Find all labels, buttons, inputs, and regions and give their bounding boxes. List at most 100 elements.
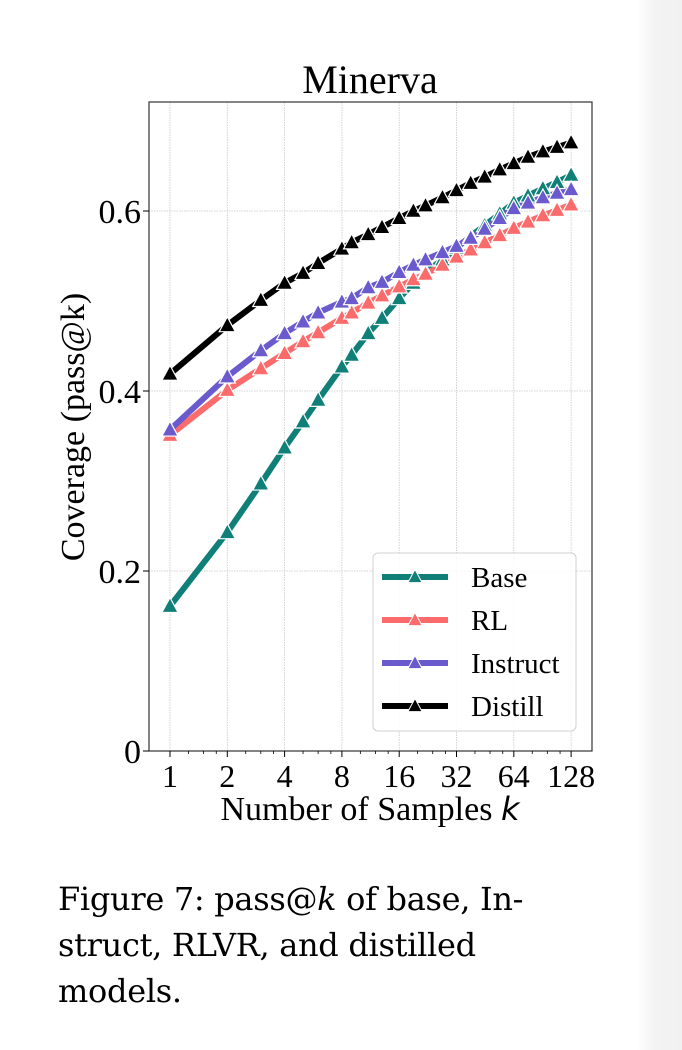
data-point-distill	[547, 137, 567, 155]
data-point-rl	[490, 225, 509, 243]
data-point-rl	[504, 218, 523, 236]
legend-label-distill: Distill	[471, 691, 544, 723]
data-point-distill	[416, 195, 435, 213]
legend: Base RL Instruct Distill	[372, 552, 577, 732]
x-axis-label: Number of Samples k	[221, 790, 521, 828]
data-point-instruct	[404, 255, 423, 272]
data-point-instruct	[518, 193, 538, 210]
data-point-instruct	[251, 340, 270, 358]
data-point-rl	[251, 358, 270, 376]
data-point-instruct	[293, 311, 313, 329]
y-axis-ticks: 0 0.2 0.4 0.6	[99, 194, 149, 771]
caption-var: k	[317, 880, 337, 918]
x-axis-label-text: Number of Samples	[221, 791, 493, 828]
data-point-distill	[404, 201, 423, 218]
data-point-base	[309, 390, 328, 407]
data-point-instruct	[461, 228, 480, 245]
data-point-rl	[372, 285, 392, 303]
x-tick-label: 16	[383, 758, 415, 794]
data-point-instruct	[218, 366, 237, 384]
data-point-instruct	[416, 249, 435, 267]
data-point-rl	[533, 205, 552, 223]
data-point-distill	[293, 263, 313, 281]
data-point-distill	[372, 217, 392, 235]
data-point-rl	[218, 380, 237, 398]
x-tick-label: 2	[219, 758, 235, 794]
data-point-base	[359, 323, 378, 341]
data-point-distill	[390, 208, 409, 226]
data-point-distill	[359, 224, 378, 242]
data-point-base	[390, 288, 409, 306]
data-point-distill	[490, 159, 509, 177]
data-point-rl	[309, 322, 328, 340]
x-tick-label: 32	[441, 758, 473, 794]
data-point-base	[293, 411, 313, 429]
data-point-base	[160, 596, 180, 614]
data-point-base	[332, 356, 351, 374]
data-point-distill	[218, 315, 237, 333]
data-point-rl	[275, 343, 294, 361]
series-markers	[160, 132, 581, 614]
legend-marker-instruct	[407, 654, 423, 670]
data-point-distill	[433, 187, 452, 205]
data-point-base	[218, 522, 237, 540]
data-point-distill	[504, 153, 523, 171]
data-point-instruct	[447, 236, 466, 254]
data-point-instruct	[433, 242, 452, 260]
data-point-rl	[404, 269, 423, 287]
x-axis-ticks: 1 2 4 8 16 32 64 128	[162, 751, 595, 794]
data-point-rl	[342, 302, 361, 320]
x-tick-label: 1	[162, 758, 178, 794]
plot-frame	[148, 101, 593, 752]
data-point-instruct	[390, 262, 409, 280]
data-point-instruct	[342, 288, 361, 306]
legend-marker-base	[407, 568, 423, 584]
legend-label-instruct: Instruct	[471, 648, 560, 680]
legend-marker-rl	[407, 611, 423, 627]
y-tick-label: 0.6	[99, 194, 142, 231]
data-point-distill	[562, 132, 581, 150]
chart-title: Minerva	[302, 57, 438, 102]
data-point-base	[275, 437, 294, 455]
x-tick-label: 8	[334, 758, 350, 794]
data-point-instruct	[275, 323, 294, 341]
y-tick-label: 0.2	[99, 554, 142, 591]
data-point-distill	[309, 253, 328, 271]
data-point-rl	[518, 212, 538, 229]
caption-line-3: models.	[58, 972, 182, 1010]
x-axis-label-var: k	[501, 790, 521, 828]
data-point-distill	[275, 273, 294, 290]
data-point-rl	[359, 293, 378, 310]
data-point-instruct	[475, 219, 494, 236]
caption-line-2: struct, RLVR, and distilled	[58, 926, 476, 964]
data-point-rl	[547, 200, 567, 218]
caption-line-1: Figure 7: pass@k of base, In-	[58, 876, 618, 922]
data-point-instruct	[309, 302, 328, 320]
y-tick-label: 0.4	[99, 374, 142, 411]
x-tick-label: 128	[547, 758, 595, 794]
data-point-rl	[433, 255, 452, 272]
y-axis-label: Coverage (pass@k)	[55, 293, 92, 561]
data-point-rl	[562, 194, 581, 212]
data-point-rl	[461, 239, 480, 257]
legend-marker-distill	[407, 697, 423, 713]
legend-label-rl: RL	[471, 605, 508, 637]
data-point-distill	[461, 173, 480, 191]
data-point-distill	[251, 290, 270, 308]
data-point-distill	[533, 141, 552, 159]
data-point-rl	[475, 232, 494, 250]
x-tick-label: 4	[277, 758, 293, 794]
data-point-distill	[342, 232, 361, 250]
data-point-base	[342, 345, 361, 362]
data-point-rl	[416, 264, 435, 281]
legend-label-base: Base	[471, 562, 527, 594]
data-point-distill	[518, 147, 538, 164]
data-point-distill	[475, 167, 494, 184]
data-point-rl	[293, 331, 313, 349]
data-point-base	[562, 165, 581, 182]
data-point-rl	[390, 276, 409, 294]
x-tick-label: 64	[498, 758, 530, 794]
data-point-instruct	[533, 187, 552, 205]
caption-text: of base, In-	[336, 880, 524, 918]
data-point-instruct	[562, 179, 581, 197]
